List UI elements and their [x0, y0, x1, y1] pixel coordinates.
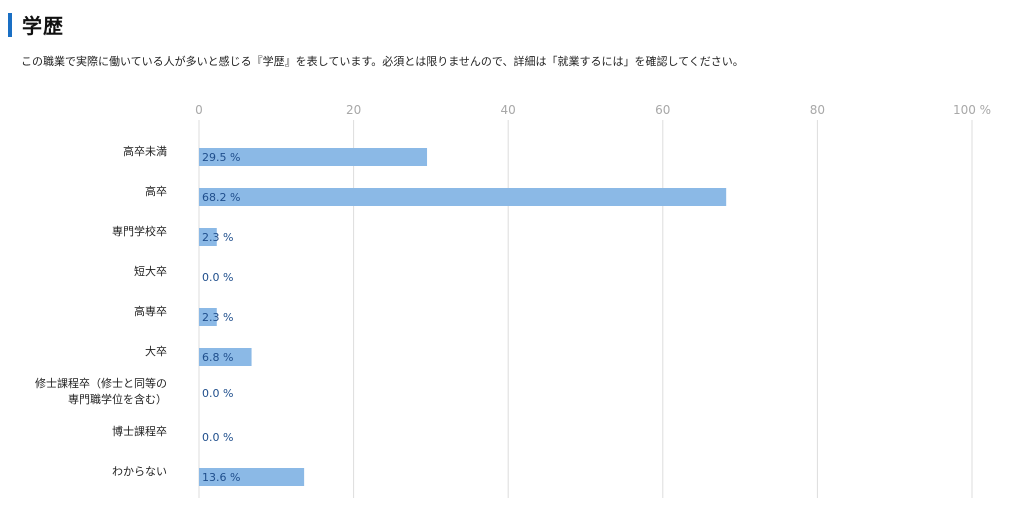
section-header: 学歴 — [8, 10, 64, 39]
x-tick-label: 100 % — [953, 103, 991, 117]
chart-x-ticks: 0 20 40 60 80 100 % — [195, 103, 991, 117]
value-label: 13.6 % — [202, 471, 240, 484]
bar — [199, 348, 252, 366]
bar — [199, 188, 727, 206]
x-tick-label: 20 — [346, 103, 361, 117]
bar — [199, 228, 217, 246]
value-label: 0.0 % — [202, 431, 233, 444]
chart-value-labels: 29.5 % 68.2 % 2.3 % 0.0 % 2.3 % 6.8 % 0.0 % 0.0… — [202, 151, 240, 484]
category-label: 博士課程卒 — [112, 424, 167, 438]
value-label: 68.2 % — [202, 191, 240, 204]
chart-gridlines — [198, 120, 973, 498]
value-label: 0.0 % — [202, 387, 233, 400]
category-label: 大卒 — [145, 344, 167, 358]
value-label: 2.3 % — [202, 311, 233, 324]
bar — [199, 308, 217, 326]
bar — [199, 148, 428, 166]
category-label: 高卒未満 — [123, 144, 167, 158]
chart-bars — [199, 148, 727, 486]
category-label: 高卒 — [145, 184, 167, 198]
value-label: 6.8 % — [202, 351, 233, 364]
section-title: 学歴 — [22, 14, 64, 38]
category-label: 短大卒 — [134, 264, 167, 278]
section-description: この職業で実際に働いている人が多いと感じる『学歴』を表しています。必須とは限りま… — [21, 55, 744, 68]
chart-category-labels: 高卒未満高卒専門学校卒短大卒高専卒大卒修士課程卒（修士と同等の専門職学位を含む）… — [35, 144, 167, 478]
category-label: わからない — [112, 465, 167, 478]
category-label: 修士課程卒（修士と同等の専門職学位を含む） — [35, 376, 167, 406]
value-label: 2.3 % — [202, 231, 233, 244]
x-tick-label: 80 — [810, 103, 825, 117]
x-tick-label: 0 — [195, 103, 203, 117]
x-tick-label: 40 — [501, 103, 516, 117]
x-tick-label: 60 — [655, 103, 670, 117]
section-accent-bar — [8, 12, 12, 37]
value-label: 0.0 % — [202, 271, 233, 284]
category-label: 高専卒 — [134, 304, 167, 318]
category-label: 専門学校卒 — [112, 224, 167, 238]
value-label: 29.5 % — [202, 151, 240, 164]
bar — [199, 468, 305, 486]
